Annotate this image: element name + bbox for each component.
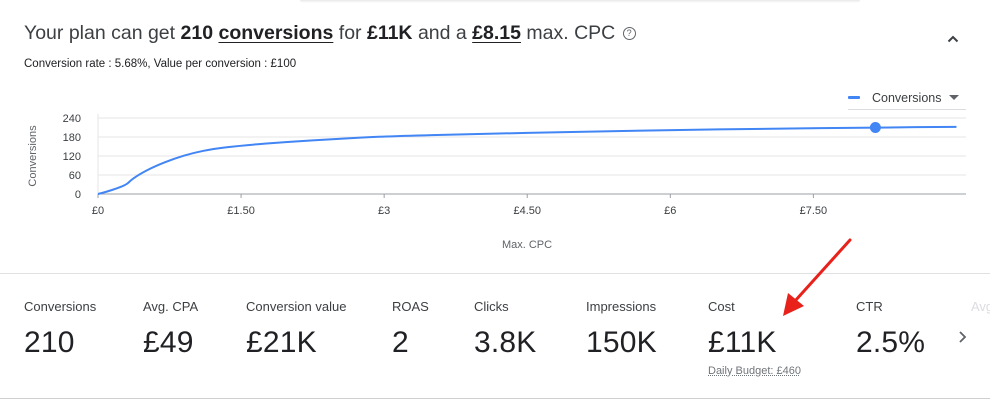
metric-label: CTR [856,299,883,314]
metric-label: Cost [708,299,735,314]
metric-label: Impressions [586,299,657,314]
metric-value: £21K [246,326,317,359]
series-selector-dropdown[interactable]: Conversions [848,86,966,110]
series-color-swatch [848,96,860,99]
metric-label: Conversions [24,299,97,314]
x-tick-label: £0 [92,205,104,217]
headline-for: for [338,22,362,44]
y-axis-title: Conversions [27,125,39,187]
max-cpc-link[interactable]: £8.15 [472,22,521,44]
metric-value: 150K [586,326,657,359]
y-tick-label: 240 [63,113,81,125]
metric-avg-cpa[interactable]: Avg. CPA £49 [143,299,198,360]
x-tick-label: £1.50 [227,205,255,217]
y-tick-label: 120 [63,151,81,163]
metric-label: Avg. [971,299,990,314]
highlight-point [869,122,881,133]
chevron-right-icon[interactable] [956,328,970,346]
y-tick-label: 60 [69,170,81,182]
x-tick-label: £4.50 [513,205,541,217]
metric-label: Clicks [474,299,509,314]
x-tick-label: £7.50 [800,205,828,217]
metric-value: £11K [708,326,777,359]
metric-ctr[interactable]: CTR 2.5% [856,299,925,360]
cost-metric[interactable]: Cost £11K Daily Budget: £460 [708,299,801,377]
metric-avg-partial[interactable]: Avg. [971,299,990,317]
metric-label: ROAS [392,299,429,314]
metric-roas[interactable]: ROAS 2 [392,299,429,360]
conversion-rate-info: Conversion rate : 5.68%, Value per conve… [24,58,297,70]
headline-prefix: Your plan can get [24,22,176,44]
y-tick-label: 0 [75,189,81,201]
help-circle-icon[interactable]: ? [622,27,636,40]
conversions-metric-link[interactable]: conversions [218,22,334,44]
bottom-border [0,398,990,399]
section-divider [0,273,990,274]
metric-conversions[interactable]: Conversions 210 [24,299,96,360]
headline-conversions-count: 210 [180,22,214,44]
chevron-up-icon[interactable] [944,30,962,48]
metric-value: 210 [24,326,75,359]
metric-value: 2 [392,326,409,359]
metric-label: Avg. CPA [143,299,199,314]
caret-down-icon [949,95,960,100]
top-shadow [300,0,860,3]
series-line-conversions [97,125,957,195]
metric-value: 3.8K [474,326,537,359]
x-tick-label: £6 [664,205,676,217]
conversions-line-chart[interactable]: 0 60 120 180 240 £0 £1.50 £3 £4.50 £6 £7.50 Convers… [0,100,990,260]
forecast-headline: Your plan can get 210 conversions for £1… [24,22,636,45]
x-axis-title: Max. CPC [502,239,552,251]
metric-value: £49 [143,326,194,359]
metric-clicks[interactable]: Clicks 3.8K [474,299,537,360]
headline-suffix: max. CPC [526,22,616,44]
headline-cost: £11K [366,22,413,44]
daily-budget-link[interactable]: Daily Budget: £460 [708,365,801,377]
headline-and: and a [417,22,467,44]
y-tick-label: 180 [63,132,81,144]
metric-impressions[interactable]: Impressions 150K [586,299,657,360]
metric-label: Conversion value [246,299,347,314]
metric-value: 2.5% [856,326,926,359]
metric-conversion-value[interactable]: Conversion value £21K [246,299,346,360]
x-tick-label: £3 [378,205,390,217]
series-selector-label: Conversions [872,90,942,105]
